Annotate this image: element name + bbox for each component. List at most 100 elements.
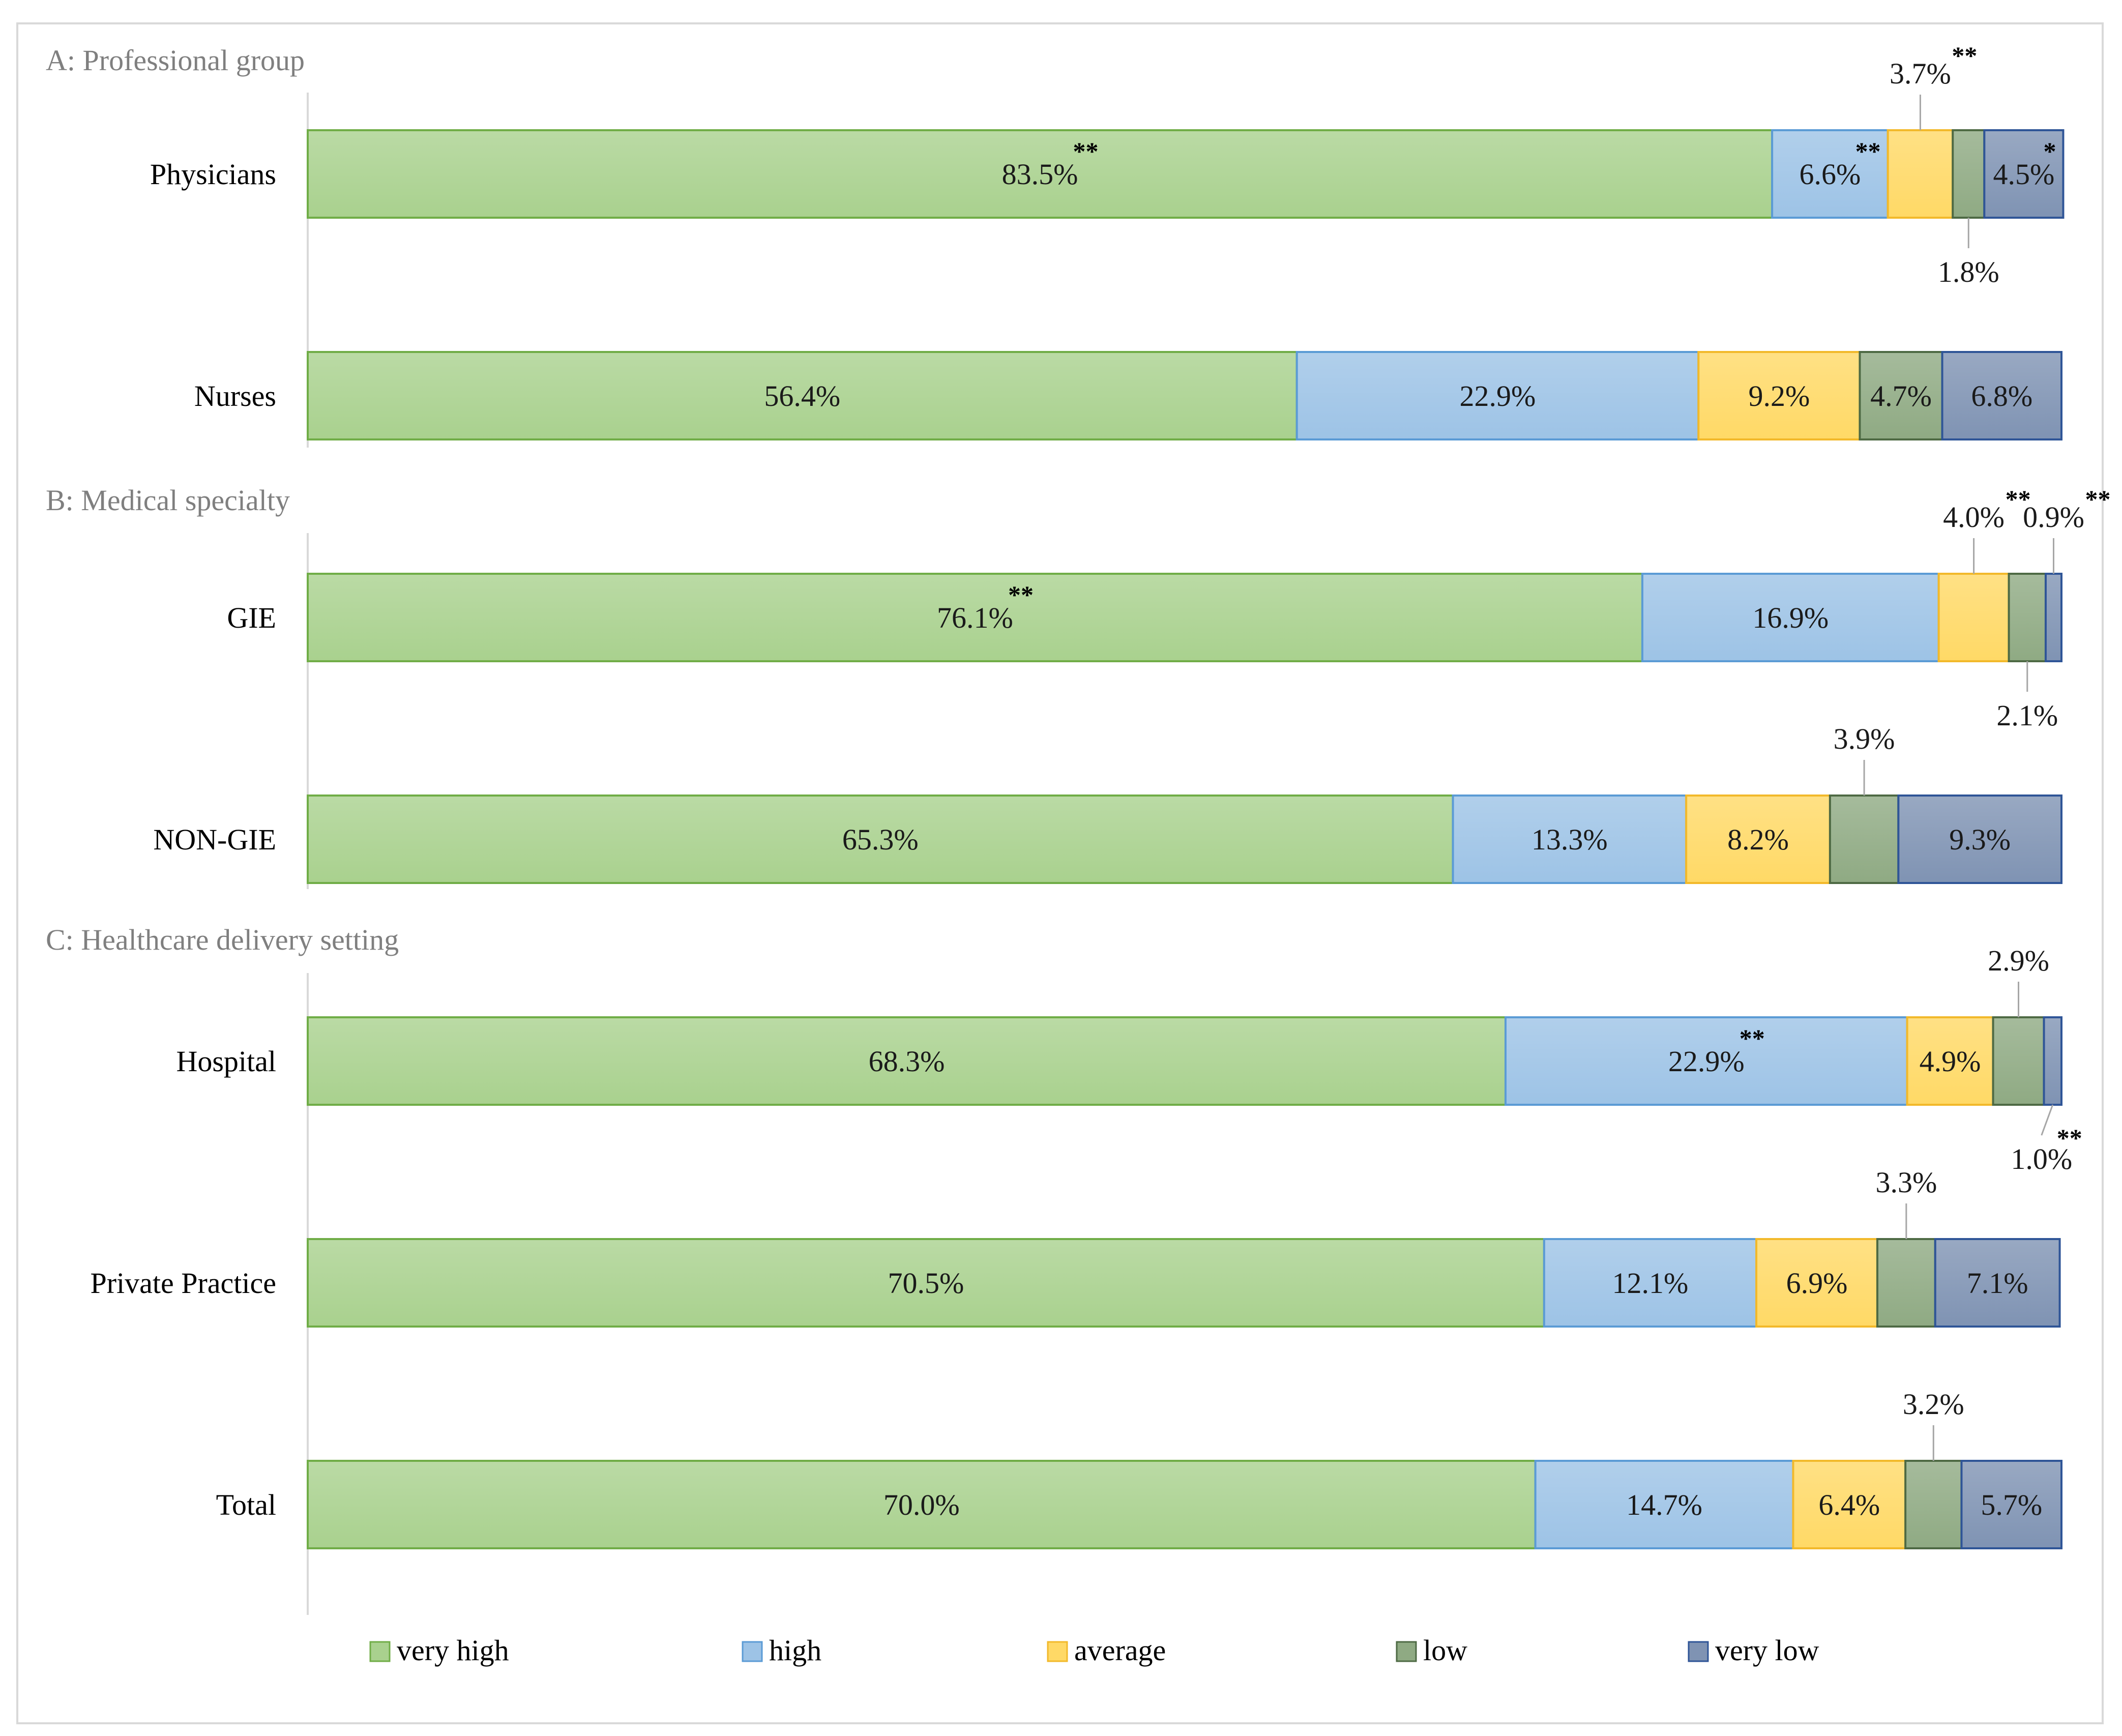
- callout-line-hospital-very-low: [2041, 1104, 2054, 1136]
- bar-gie-very-high: [307, 573, 1643, 662]
- bar-non-gie-very-low: [1897, 795, 2062, 884]
- data-label-gie-very-low: 0.9%: [2023, 501, 2084, 534]
- chart-frame: [16, 22, 2104, 1724]
- data-label-total-average: 6.4%: [1818, 1488, 1880, 1521]
- bar-hospital-very-low: [2043, 1016, 2063, 1106]
- section-title-2: B: Medical specialty: [46, 484, 290, 517]
- category-label-gie: GIE: [227, 601, 276, 634]
- data-label-non-gie-very-high: 65.3%: [842, 823, 919, 856]
- significance-marker-gie-average: **: [2006, 485, 2031, 513]
- bar-total-very-low: [1960, 1460, 2063, 1549]
- data-label-total-low: 3.2%: [1903, 1388, 1964, 1421]
- data-label-physicians-low: 1.8%: [1938, 255, 1999, 288]
- category-label-non-gie: NON-GIE: [153, 823, 276, 856]
- data-label-private-practice-average: 6.9%: [1786, 1267, 1848, 1300]
- category-label-total: Total: [216, 1488, 276, 1521]
- significance-marker-physicians-very-high: **: [1073, 137, 1099, 165]
- category-label-nurses: Nurses: [194, 379, 276, 413]
- significance-marker-gie-very-low: **: [2085, 485, 2110, 513]
- bar-nurses-high: [1295, 351, 1700, 440]
- category-label-hospital: Hospital: [176, 1045, 276, 1078]
- legend-label-average: average: [1074, 1634, 1166, 1667]
- section-title-3: C: Healthcare delivery setting: [46, 923, 399, 956]
- legend-swatch-high: [742, 1641, 763, 1662]
- data-label-nurses-low: 4.7%: [1870, 379, 1932, 413]
- bar-gie-high: [1641, 573, 1940, 662]
- data-label-physicians-high: 6.6%: [1799, 158, 1861, 191]
- legend-swatch-very-high: [369, 1641, 391, 1662]
- bar-private-practice-very-low: [1934, 1238, 2061, 1328]
- bar-private-practice-very-high: [307, 1238, 1545, 1328]
- data-label-hospital-very-high: 68.3%: [869, 1045, 945, 1078]
- legend-label-very-high: very high: [397, 1634, 509, 1667]
- bar-total-high: [1534, 1460, 1794, 1549]
- data-label-physicians-very-high: 83.5%: [1002, 158, 1078, 191]
- bar-non-gie-average: [1685, 795, 1831, 884]
- bar-total-low: [1904, 1460, 1963, 1549]
- category-label-physicians: Physicians: [150, 158, 276, 191]
- data-label-hospital-high: 22.9%: [1668, 1045, 1745, 1078]
- bar-non-gie-low: [1829, 795, 1900, 884]
- data-label-hospital-average: 4.9%: [1920, 1045, 1981, 1078]
- bar-hospital-high: [1504, 1016, 1908, 1106]
- category-label-private-practice: Private Practice: [90, 1267, 276, 1300]
- section-title-1: A: Professional group: [46, 44, 305, 77]
- legend-swatch-average: [1047, 1641, 1068, 1662]
- data-label-hospital-low: 2.9%: [1988, 944, 2049, 977]
- bar-physicians-very-high: [307, 129, 1774, 219]
- legend-label-low: low: [1423, 1634, 1467, 1667]
- significance-marker-physicians-high: **: [1855, 137, 1881, 165]
- bar-gie-average: [1937, 573, 2010, 662]
- bar-gie-very-low: [2044, 573, 2063, 662]
- bar-non-gie-high: [1452, 795, 1688, 884]
- legend-swatch-very-low: [1688, 1641, 1709, 1662]
- data-label-non-gie-very-low: 9.3%: [1949, 823, 2011, 856]
- bar-hospital-low: [1992, 1016, 2045, 1106]
- bar-hospital-average: [1906, 1016, 1994, 1106]
- significance-marker-gie-very-high: **: [1008, 580, 1034, 609]
- bar-nurses-average: [1697, 351, 1861, 440]
- data-label-gie-average: 4.0%: [1943, 501, 2005, 534]
- data-label-gie-high: 16.9%: [1752, 601, 1829, 634]
- significance-marker-physicians-very-low: *: [2043, 137, 2056, 165]
- data-label-physicians-average: 3.7%: [1890, 57, 1951, 90]
- legend-swatch-low: [1396, 1641, 1417, 1662]
- legend-label-high: high: [769, 1634, 821, 1667]
- data-label-gie-very-high: 76.1%: [937, 601, 1013, 634]
- bar-gie-low: [2008, 573, 2047, 662]
- data-label-physicians-very-low: 4.5%: [1993, 158, 2054, 191]
- bar-private-practice-low: [1876, 1238, 1936, 1328]
- bar-total-very-high: [307, 1460, 1537, 1549]
- bar-nurses-very-low: [1941, 351, 2062, 440]
- bar-total-average: [1792, 1460, 1907, 1549]
- bar-nurses-very-high: [307, 351, 1298, 440]
- data-label-nurses-very-high: 56.4%: [764, 379, 840, 413]
- data-label-hospital-very-low: 1.0%: [2011, 1142, 2072, 1175]
- legend-label-very-low: very low: [1715, 1634, 1819, 1667]
- bar-hospital-very-high: [307, 1016, 1507, 1106]
- data-label-total-very-low: 5.7%: [1981, 1488, 2042, 1521]
- data-label-non-gie-low: 3.9%: [1834, 722, 1895, 755]
- bar-physicians-average: [1887, 129, 1954, 219]
- bar-physicians-high: [1771, 129, 1889, 219]
- significance-marker-hospital-high: **: [1740, 1024, 1765, 1052]
- data-label-private-practice-low: 3.3%: [1875, 1166, 1937, 1199]
- data-label-private-practice-high: 12.1%: [1612, 1267, 1689, 1300]
- data-label-total-high: 14.7%: [1626, 1488, 1702, 1521]
- data-label-non-gie-high: 13.3%: [1531, 823, 1608, 856]
- significance-marker-physicians-average: **: [1952, 41, 1977, 70]
- bar-non-gie-very-high: [307, 795, 1454, 884]
- data-label-private-practice-very-high: 70.5%: [888, 1267, 964, 1300]
- data-label-nurses-very-low: 6.8%: [1971, 379, 2032, 413]
- significance-marker-hospital-very-low: **: [2057, 1124, 2082, 1152]
- data-label-nurses-average: 9.2%: [1748, 379, 1810, 413]
- data-label-non-gie-average: 8.2%: [1727, 823, 1789, 856]
- bar-private-practice-high: [1543, 1238, 1758, 1328]
- data-label-nurses-high: 22.9%: [1460, 379, 1536, 413]
- bar-physicians-low: [1952, 129, 1986, 219]
- bar-private-practice-average: [1755, 1238, 1878, 1328]
- data-label-private-practice-very-low: 7.1%: [1967, 1267, 2028, 1300]
- bar-physicians-very-low: [1983, 129, 2065, 219]
- data-label-total-very-high: 70.0%: [883, 1488, 960, 1521]
